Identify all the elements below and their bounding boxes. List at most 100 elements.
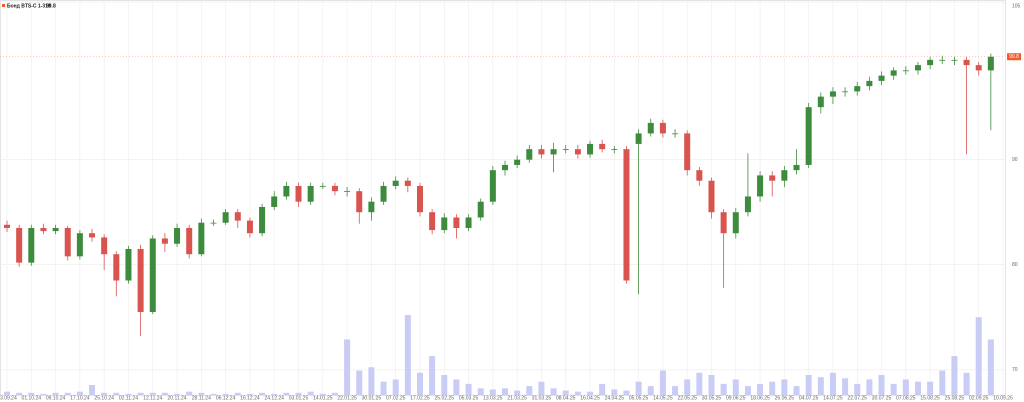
volume-bar <box>186 391 193 395</box>
candle-body <box>866 80 873 87</box>
volume-bar <box>198 392 205 395</box>
y-tick-label: 70 <box>1012 367 1018 373</box>
candle-body <box>453 217 460 228</box>
candle-body <box>987 56 994 71</box>
candle-body <box>805 107 812 165</box>
price-tag-label: 99.8 <box>1009 54 1019 60</box>
x-tick-label: 24.04.25 <box>605 395 625 401</box>
candle-body <box>732 212 739 234</box>
candle-body <box>416 185 423 213</box>
candle-body <box>465 217 472 228</box>
candle-body <box>878 75 885 81</box>
volume-bar <box>684 379 691 395</box>
x-tick-label: 09.10.24 <box>46 395 66 401</box>
volume-bar <box>914 381 921 395</box>
volume-bar <box>757 383 764 395</box>
volume-bar <box>125 393 132 395</box>
candle-body <box>344 191 351 192</box>
x-tick-label: 14.05.25 <box>653 395 673 401</box>
price-tag <box>1007 53 1021 61</box>
x-tick-label: 22.05.25 <box>677 395 697 401</box>
volume-bar <box>368 367 375 395</box>
volume-bar <box>672 386 679 395</box>
volume-bar <box>429 356 436 395</box>
x-tick-label: 06.12.24 <box>216 395 236 401</box>
candle-body <box>647 122 654 134</box>
x-tick-label: 07.08.25 <box>896 395 916 401</box>
x-tick-label: 02.11.24 <box>119 395 138 401</box>
candle-body <box>210 222 217 224</box>
volume-bar <box>611 389 618 395</box>
candle-body <box>623 149 630 281</box>
volume-bar <box>878 375 885 395</box>
candle-body <box>829 91 836 97</box>
candle-body <box>574 149 581 155</box>
volume-bar <box>720 383 727 395</box>
candle-body <box>599 143 606 150</box>
candle-body <box>441 217 448 231</box>
volume-bar <box>744 386 751 395</box>
volume-bar <box>380 381 387 395</box>
volume-bar <box>16 392 23 395</box>
volume-bar <box>526 386 533 395</box>
x-tick-label: 05.05.25 <box>629 395 649 401</box>
volume-bar <box>574 391 581 395</box>
volume-bar <box>234 392 241 395</box>
candle-body <box>222 212 229 223</box>
x-tick-label: 31.03.25 <box>532 395 552 401</box>
candle-body <box>356 191 363 213</box>
candle-body <box>4 224 10 228</box>
volume-bar <box>28 392 35 395</box>
candle-body <box>331 185 338 192</box>
volume-bar <box>963 372 970 395</box>
volume-bar <box>817 377 824 395</box>
x-tick-label: 18.06.25 <box>750 395 770 401</box>
volume-bar <box>659 370 666 395</box>
x-tick-label: 22.07.25 <box>848 395 868 401</box>
y-tick-label: 90 <box>1012 157 1018 163</box>
volume-bar <box>708 375 715 395</box>
y-tick-label: 80 <box>1012 262 1018 268</box>
volume-bar <box>732 379 739 395</box>
volume-bar <box>890 383 897 395</box>
candle-body <box>611 149 618 150</box>
candle-body <box>271 196 278 207</box>
volume-bar <box>854 383 861 395</box>
candle-body <box>927 59 934 66</box>
candle-body <box>890 70 897 76</box>
candle-body <box>198 222 205 255</box>
candle-body <box>52 227 59 232</box>
plot-border <box>0 0 1006 396</box>
volume-bar <box>137 392 144 395</box>
volume-bar <box>319 393 326 395</box>
x-tick-label: 16.12.24 <box>240 395 260 401</box>
volume-bar <box>514 390 521 395</box>
candle-body <box>817 96 824 108</box>
volume-bar <box>113 392 120 395</box>
volume-bar <box>174 393 181 395</box>
candle-body <box>246 220 253 234</box>
volume-bar <box>210 393 217 395</box>
candle-body <box>842 91 849 93</box>
candle-body <box>489 170 496 202</box>
volume-bar <box>939 370 946 395</box>
x-tick-label: 08.04.25 <box>556 395 576 401</box>
candle-body <box>720 212 727 234</box>
volume-bar <box>623 390 630 395</box>
candle-body <box>319 185 326 187</box>
candle-body <box>404 180 411 186</box>
candle-body <box>368 201 375 213</box>
candle-body <box>939 59 946 61</box>
volume-bar <box>101 392 108 395</box>
x-tick-label: 09.06.25 <box>726 395 746 401</box>
volume-bar <box>76 391 83 395</box>
x-tick-label: 30.01.25 <box>362 395 382 401</box>
volume-bar <box>356 370 363 395</box>
volume-bar <box>793 386 800 395</box>
volume-bar <box>222 393 229 395</box>
x-tick-label: 17.10.24 <box>70 395 90 401</box>
x-tick-label: 15.08.25 <box>920 395 940 401</box>
x-tick-label: 01.10.24 <box>22 395 42 401</box>
volume-bar <box>587 391 594 395</box>
